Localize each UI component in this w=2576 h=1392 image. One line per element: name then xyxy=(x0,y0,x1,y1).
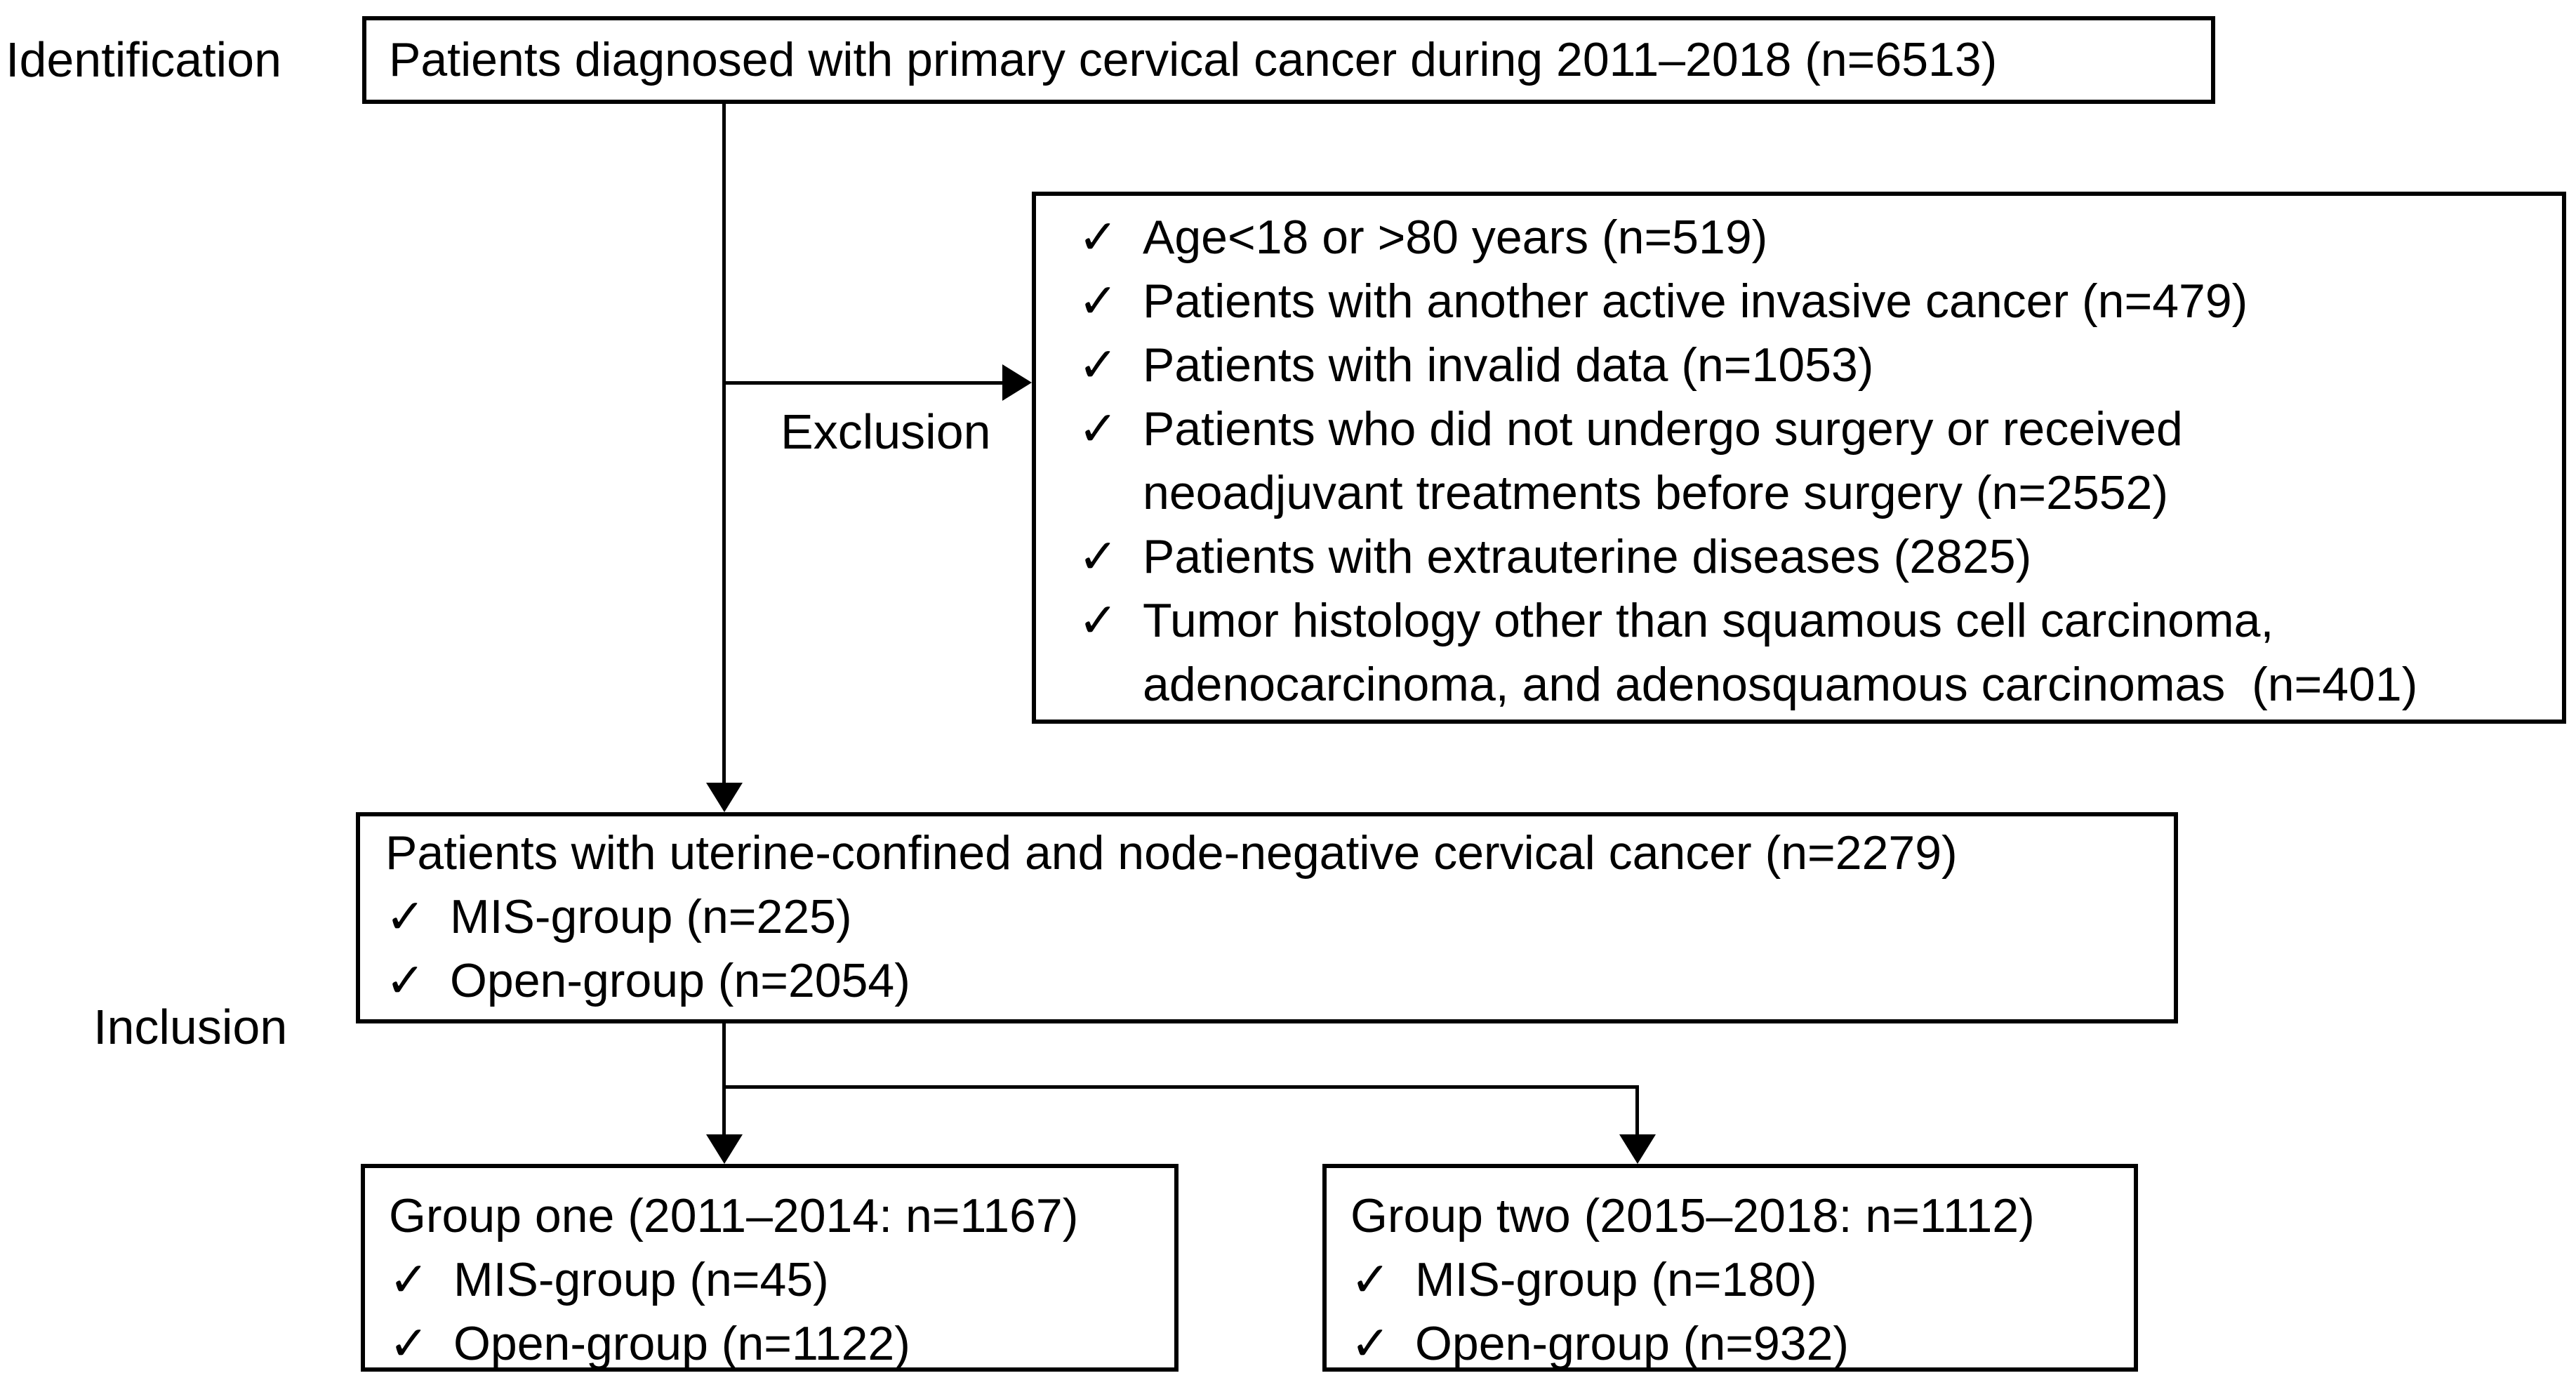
connector-to-exclusion-line xyxy=(722,381,1005,385)
connector-inclusion-to-group-one-line xyxy=(722,1023,726,1136)
inclusion-item: ✓ MIS-group (n=225) xyxy=(385,885,2160,949)
group-two-item-text: MIS-group (n=180) xyxy=(1415,1253,1817,1306)
inclusion-item-text: Open-group (n=2054) xyxy=(450,954,910,1007)
group-one-item-text: MIS-group (n=45) xyxy=(453,1253,829,1306)
exclusion-item: ✓ Patients who did not undergo surgery o… xyxy=(1078,397,2548,525)
connector-branch-to-group-two-line xyxy=(1635,1085,1639,1136)
check-icon: ✓ xyxy=(1078,338,1118,392)
exclusion-item: ✓ Patients with extrauterine diseases (2… xyxy=(1078,525,2548,589)
group-one-item: ✓ Open-group (n=1122) xyxy=(389,1312,1164,1376)
exclusion-item-text: Patients with another active invasive ca… xyxy=(1143,274,2248,328)
inclusion-box-title: Patients with uterine-confined and node-… xyxy=(385,826,1958,880)
group-two-item: ✓ Open-group (n=932) xyxy=(1350,1312,2123,1376)
group-two-items: ✓ MIS-group (n=180) ✓ Open-group (n=932) xyxy=(1350,1248,2123,1376)
exclusion-item: ✓ Age<18 or >80 years (n=519) xyxy=(1078,206,2548,270)
exclusion-box: ✓ Age<18 or >80 years (n=519) ✓ Patients… xyxy=(1032,192,2566,724)
check-icon: ✓ xyxy=(385,954,425,1007)
check-icon: ✓ xyxy=(1350,1317,1390,1370)
identification-box-text: Patients diagnosed with primary cervical… xyxy=(389,33,1998,86)
check-icon: ✓ xyxy=(1078,211,1118,264)
check-icon: ✓ xyxy=(389,1317,429,1370)
exclusion-item-text: Patients with invalid data (n=1053) xyxy=(1143,338,1874,392)
exclusion-item-text: Age<18 or >80 years (n=519) xyxy=(1143,211,1768,264)
group-one-box: Group one (2011–2014: n=1167) ✓ MIS-grou… xyxy=(361,1164,1179,1372)
inclusion-item-text: MIS-group (n=225) xyxy=(450,890,852,943)
group-two-item: ✓ MIS-group (n=180) xyxy=(1350,1248,2123,1312)
check-icon: ✓ xyxy=(389,1253,429,1306)
exclusion-item-text: Tumor histology other than squamous cell… xyxy=(1143,594,2418,711)
arrowhead-into-inclusion-box xyxy=(706,783,743,812)
arrowhead-into-exclusion-box xyxy=(1002,364,1032,401)
inclusion-item: ✓ Open-group (n=2054) xyxy=(385,949,2160,1013)
inclusion-box: Patients with uterine-confined and node-… xyxy=(356,812,2178,1023)
check-icon: ✓ xyxy=(1078,594,1118,647)
check-icon: ✓ xyxy=(1078,274,1118,328)
identification-box: Patients diagnosed with primary cervical… xyxy=(362,16,2215,104)
group-two-title: Group two (2015–2018: n=1112) xyxy=(1350,1189,2035,1242)
exclusion-item: ✓ Patients with invalid data (n=1053) xyxy=(1078,333,2548,397)
group-one-title: Group one (2011–2014: n=1167) xyxy=(389,1189,1079,1242)
exclusion-item: ✓ Tumor histology other than squamous ce… xyxy=(1078,589,2548,717)
check-icon: ✓ xyxy=(1078,530,1118,583)
branch-horizontal-line xyxy=(722,1085,1639,1089)
check-icon: ✓ xyxy=(1078,402,1118,456)
exclusion-item: ✓ Patients with another active invasive … xyxy=(1078,270,2548,333)
identification-label: Identification xyxy=(6,32,282,87)
inclusion-label: Inclusion xyxy=(93,1000,288,1054)
arrowhead-into-group-one-box xyxy=(706,1134,743,1164)
group-two-item-text: Open-group (n=932) xyxy=(1415,1317,1850,1370)
group-one-items: ✓ MIS-group (n=45) ✓ Open-group (n=1122) xyxy=(389,1248,1164,1376)
arrowhead-into-group-two-box xyxy=(1619,1134,1656,1164)
exclusion-item-text: Patients who did not undergo surgery or … xyxy=(1143,402,2183,519)
exclusion-item-text: Patients with extrauterine diseases (282… xyxy=(1143,530,2032,583)
check-icon: ✓ xyxy=(1350,1253,1390,1306)
group-two-box: Group two (2015–2018: n=1112) ✓ MIS-grou… xyxy=(1322,1164,2138,1372)
connector-top-to-inclusion-line xyxy=(722,104,726,785)
group-one-item: ✓ MIS-group (n=45) xyxy=(389,1248,1164,1312)
exclusion-label: Exclusion xyxy=(781,404,991,459)
check-icon: ✓ xyxy=(385,890,425,943)
inclusion-box-items: ✓ MIS-group (n=225) ✓ Open-group (n=2054… xyxy=(385,885,2160,1013)
group-one-item-text: Open-group (n=1122) xyxy=(453,1317,910,1370)
